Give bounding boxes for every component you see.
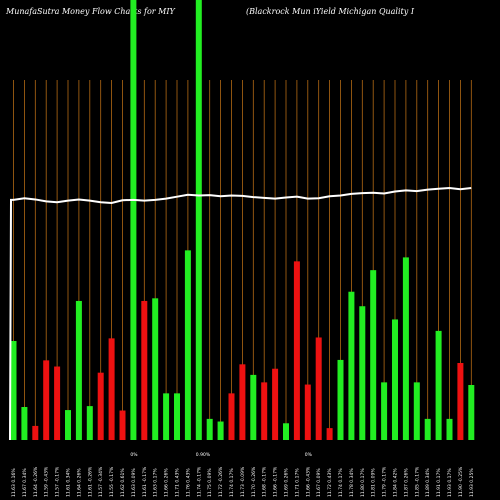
x-tick-label: 11.57 -0.34% — [98, 466, 104, 497]
mid-label: 0% — [130, 452, 138, 458]
money-flow-bar — [293, 261, 300, 440]
money-flow-bar — [272, 368, 279, 440]
x-tick-label: 11.87 0.26% — [403, 468, 409, 497]
x-tick-label: 11.66 -0.17% — [273, 466, 279, 497]
money-flow-bar — [468, 385, 475, 440]
x-tick-label: 11.55 -0.17% — [109, 466, 115, 497]
x-tick-label: 11.72 0.43% — [327, 468, 333, 497]
money-flow-bar — [413, 382, 420, 440]
money-flow-bar — [326, 428, 333, 440]
x-tick-label: 11.91 0.17% — [436, 468, 442, 497]
mid-label: 0% — [305, 452, 313, 458]
money-flow-bar — [75, 300, 82, 440]
x-tick-label: 11.76 0.43% — [185, 468, 191, 497]
money-flow-bar — [206, 418, 213, 440]
x-tick-label: 11.63 0.17% — [153, 468, 159, 497]
mid-labels: 0% 0.90% 0% — [130, 452, 312, 458]
x-tick-label: 11.79 -0.17% — [382, 466, 388, 497]
x-tick-label: 11.84 0.42% — [393, 468, 399, 497]
money-flow-bar — [152, 298, 159, 440]
x-tick-label: 11.64 -0.26% — [33, 466, 39, 497]
money-flow-bar — [141, 300, 148, 440]
money-flow-bar — [163, 393, 170, 440]
x-tick-label: 11.75 0.09% — [207, 468, 213, 497]
x-tick-label: 11.78 0.34% — [349, 468, 355, 497]
x-tick-label: 11.59 -0.43% — [44, 466, 50, 497]
x-tick-label: 11.81 0.09% — [371, 468, 377, 497]
money-flow-bar — [217, 421, 224, 440]
money-flow-bar — [359, 306, 366, 440]
x-tick-label: 11.71 0.17% — [294, 468, 300, 497]
x-tick-label: 11.63 0.09% — [131, 468, 137, 497]
x-tick-label: 11.89 0.34% — [425, 468, 431, 497]
x-tick-label: 11.69 0.26% — [284, 468, 290, 497]
x-tick-label: 11.61 -0.26% — [87, 466, 93, 497]
x-tick-label: 11.57 -0.17% — [55, 466, 61, 497]
money-flow-bar — [195, 0, 202, 440]
x-tick-label: 11.71 0.43% — [175, 468, 181, 497]
money-flow-bar — [10, 341, 17, 440]
money-flow-bar — [283, 423, 289, 440]
money-flow-bar — [239, 364, 246, 440]
x-tick-label: 11.70 -0.26% — [251, 466, 257, 497]
x-tick-label: 11.61 0.34% — [66, 468, 72, 497]
money-flow-bar — [21, 407, 28, 440]
money-flow-bar — [348, 291, 355, 440]
money-flow-bar — [54, 366, 61, 440]
chart-title-left: MunafaSutra Money Flow Charts for MIY — [5, 7, 175, 16]
x-tick-label: 11.74 0.17% — [229, 468, 235, 497]
money-flow-bar — [446, 418, 453, 440]
money-flow-bar — [315, 337, 322, 440]
money-flow-bar — [381, 382, 388, 440]
money-flow-bar — [108, 338, 115, 440]
money-flow-bar — [424, 418, 431, 440]
x-tick-label: 11.72 -0.26% — [218, 466, 224, 497]
x-tick-label: 11.93 0.17% — [447, 468, 453, 497]
x-tick-label: 11.80 0.17% — [360, 468, 366, 497]
money-flow-bar — [261, 382, 268, 440]
x-tick-label: 11.68 -0.17% — [262, 466, 268, 497]
money-flow-bar — [119, 410, 126, 440]
money-flow-bars — [10, 0, 475, 440]
x-tick-label: 11.74 0.17% — [338, 468, 344, 497]
x-tick-label: 11.62 0.61% — [120, 468, 126, 497]
money-flow-bar — [65, 410, 71, 440]
money-flow-bar — [337, 359, 344, 440]
x-tick-label: 11.85 -0.17% — [414, 466, 420, 497]
x-tick-label: 11.63 0.16% — [11, 468, 17, 497]
x-tick-label: 11.67 0.34% — [22, 468, 28, 497]
money-flow-bar — [228, 393, 235, 440]
chart-title-right: (Blackrock Mun iYield Michigan Quality I — [246, 7, 415, 16]
money-flow-bar — [402, 257, 409, 440]
money-flow-bar — [435, 330, 442, 440]
x-tick-label: 11.73 -0.09% — [240, 466, 246, 497]
money-flow-bar — [457, 363, 464, 440]
money-flow-bar — [370, 270, 377, 440]
x-tick-label: 11.66 -0.43% — [305, 466, 311, 497]
price-line-group — [9, 186, 472, 441]
x-tick-labels: 11.63 0.16% 11.67 0.34% 11.64 -0.26% 11.59 … — [11, 466, 475, 497]
money-flow-bar — [32, 425, 39, 440]
money-flow-bar — [392, 319, 398, 440]
x-tick-label: 11.67 0.09% — [316, 468, 322, 497]
price-line — [9, 186, 472, 441]
money-flow-bar — [174, 393, 180, 440]
money-flow-bar — [86, 406, 93, 440]
money-flow-bar — [130, 0, 137, 440]
x-tick-label: 11.93 0.25% — [469, 468, 475, 497]
money-flow-bar — [304, 384, 311, 440]
x-tick-label: 11.66 0.26% — [164, 468, 170, 497]
money-flow-bar — [184, 250, 191, 440]
money-flow-bar — [97, 372, 104, 440]
money-flow-bar — [250, 374, 257, 440]
x-tick-label: 11.74 -0.17% — [196, 466, 202, 497]
mid-label: 0.90% — [196, 452, 211, 458]
x-tick-label: 11.64 0.26% — [76, 468, 82, 497]
x-tick-label: 11.61 -0.17% — [142, 466, 148, 497]
money-flow-bar — [43, 360, 50, 440]
x-tick-label: 11.90 -0.25% — [458, 466, 464, 497]
